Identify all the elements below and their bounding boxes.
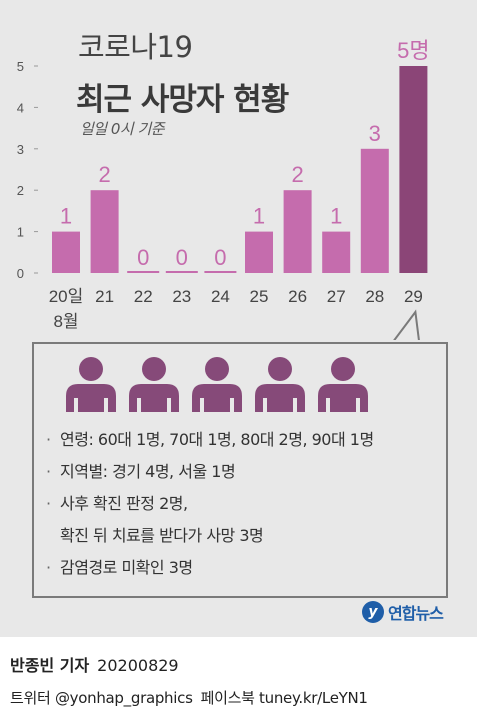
x-tick-label: 24 (211, 287, 230, 306)
y-tick-label: 3 (17, 142, 24, 157)
y-tick-label: 4 (17, 100, 24, 115)
yonhap-logo-text: 연합뉴스 (388, 604, 444, 623)
publish-date: 20200829 (97, 656, 179, 675)
info-item-region: · 지역별: 경기 4명, 서울 1명 (46, 462, 236, 481)
twitter-handle: 트위터 @yonhap_graphics (10, 689, 193, 707)
data-label: 5명 (397, 38, 429, 63)
x-tick-label: 22 (134, 287, 153, 306)
info-box: · 연령: 60대 1명, 70대 1명, 80대 2명, 90대 1명 · 지역별… (32, 342, 448, 598)
x-tick-label: 25 (250, 287, 269, 306)
callout-pointer (393, 309, 420, 340)
person-icons (64, 356, 370, 412)
data-label: 2 (291, 162, 303, 187)
x-tick-label: 29 (404, 287, 423, 306)
footer-social: 트위터 @yonhap_graphics 페이스북 tuney.kr/LeYN1 (10, 687, 376, 708)
x-tick-label: 20일 (49, 287, 84, 306)
data-label: 0 (137, 245, 149, 270)
y-tick-label: 0 (17, 266, 24, 281)
bar (283, 190, 312, 273)
y-tick-label: 1 (17, 225, 24, 240)
x-month-label: 8월 (53, 312, 78, 331)
reporter-name: 반종빈 기자 (10, 656, 90, 675)
bar (399, 66, 428, 273)
bar (204, 271, 237, 273)
person-icon (253, 356, 307, 412)
data-label: 0 (176, 245, 188, 270)
x-tick-label: 23 (172, 287, 191, 306)
info-item-treatment: 확진 뒤 치료를 받다가 사망 3명 (60, 526, 264, 545)
y-tick-label: 2 (17, 183, 24, 198)
yonhap-logo-icon: y (362, 601, 384, 623)
x-tick-label: 27 (327, 287, 346, 306)
person-icon (127, 356, 181, 412)
y-tick-label: 5 (17, 59, 24, 74)
data-label: 3 (369, 121, 381, 146)
person-icon (64, 356, 118, 412)
bar (245, 231, 273, 273)
facebook-link: 페이스북 tuney.kr/LeYN1 (200, 689, 368, 707)
data-label: 2 (98, 162, 110, 187)
data-label: 1 (330, 204, 342, 229)
data-label: 1 (60, 204, 72, 229)
footer-credit: 반종빈 기자 20200829 (10, 652, 179, 676)
info-item-age: · 연령: 60대 1명, 70대 1명, 80대 2명, 90대 1명 (46, 430, 374, 449)
bar (322, 231, 351, 273)
bar (90, 190, 119, 273)
bar (360, 148, 389, 273)
x-tick-label: 28 (365, 287, 384, 306)
bar (127, 271, 160, 273)
data-label: 1 (253, 204, 265, 229)
info-list: · 연령: 60대 1명, 70대 1명, 80대 2명, 90대 1명 · 지역별… (46, 424, 374, 584)
x-tick-label: 26 (288, 287, 307, 306)
bar (165, 271, 198, 273)
yonhap-logo: y 연합뉴스 (362, 600, 444, 624)
title-line1: 코로나19 (78, 30, 193, 64)
data-label: 0 (214, 245, 226, 270)
bar (52, 231, 80, 273)
info-item-postmortem: · 사후 확진 판정 2명, (46, 494, 188, 513)
chart-subtitle: 일일 0시 기준 (80, 120, 165, 138)
person-icon (316, 356, 370, 412)
person-icon (190, 356, 244, 412)
x-tick-label: 21 (95, 287, 114, 306)
chart-title: 최근 사망자 현황 (76, 82, 289, 118)
info-item-unknown-route: · 감염경로 미확인 3명 (46, 558, 193, 577)
